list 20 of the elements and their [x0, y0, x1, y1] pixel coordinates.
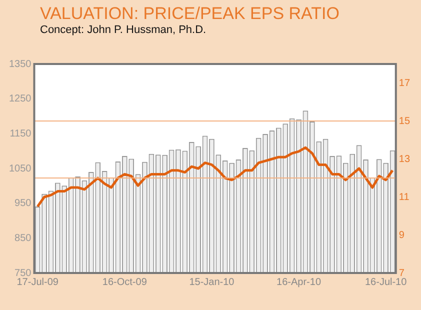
y-tick-label: 1150 [10, 128, 32, 140]
chart-subtitle: Concept: John P. Hussman, Ph.D. [40, 24, 206, 36]
y-tick-label: 750 [14, 268, 32, 279]
x-tick-label: 15-Jan-10 [189, 276, 235, 288]
x-tick-label: 16-Apr-10 [276, 276, 322, 288]
y-tick-label: 1050 [8, 163, 32, 174]
chart-title: VALUATION: PRICE/PEAK EPS RATIO [40, 4, 340, 24]
y2-tick-label: 13 [398, 154, 410, 165]
y-tick-label: 1250 [8, 94, 32, 105]
y2-tick-label: 11 [398, 192, 410, 203]
y2-tick-label: 9 [398, 230, 405, 241]
x-tick-label: 17-Jul-09 [16, 276, 59, 288]
y2-tick-label: 15 [398, 116, 410, 127]
y-tick-label: 850 [14, 232, 32, 244]
y2-tick-label: 7 [398, 268, 405, 279]
x-tick-label: 16-Jul-10 [364, 276, 408, 288]
y2-tick-label: 17 [398, 78, 410, 89]
y-tick-label: 950 [14, 198, 32, 210]
x-tick-label: 16-Oct-09 [102, 276, 148, 288]
y-tick-label: 1350 [8, 58, 32, 70]
